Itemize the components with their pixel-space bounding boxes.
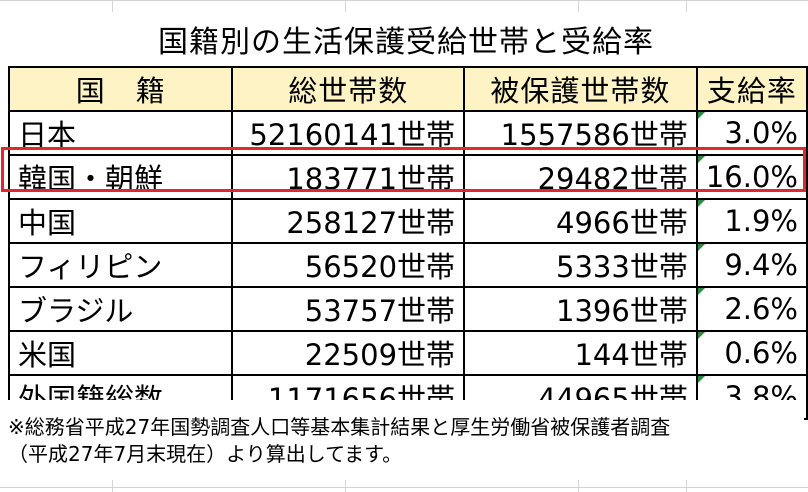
cell-rate[interactable]: 2.6% [695,286,808,332]
error-indicator-icon [698,157,705,163]
header-protected-households[interactable]: 被保護世帯数 [463,66,698,112]
cell-total[interactable]: 56520世帯 [231,242,466,288]
cell-protected[interactable]: 1557586世帯 [463,110,698,156]
cell-rate[interactable]: 0.6% [695,330,808,376]
rate-value: 2.6% [724,292,798,326]
error-indicator-icon [698,289,705,295]
footnote: ※総務省平成27年国勢調査人口等基本集計結果と厚生労働省被保護者調査 （平成27… [8,400,804,480]
cell-total[interactable]: 258127世帯 [231,198,466,244]
cell-total[interactable]: 53757世帯 [231,286,466,332]
cell-protected[interactable]: 1396世帯 [463,286,698,332]
header-nationality[interactable]: 国 籍 [7,66,234,112]
table-row-philippines: フィリピン 56520世帯 5333世帯 9.4% [7,242,808,288]
cell-rate[interactable]: 16.0% [695,154,808,200]
cell-protected[interactable]: 144世帯 [463,330,698,376]
error-indicator-icon [698,333,705,339]
cell-nationality[interactable]: フィリピン [7,242,234,288]
cell-rate[interactable]: 1.9% [695,198,808,244]
rate-value: 3.0% [724,116,798,150]
rate-value: 1.9% [724,204,798,238]
table-row-korea: 韓国・朝鮮 183771世帯 29482世帯 16.0% [7,154,808,200]
error-indicator-icon [698,245,705,251]
table-row-japan: 日本 52160141世帯 1557586世帯 3.0% [7,110,808,156]
cell-protected[interactable]: 29482世帯 [463,154,698,200]
rate-value: 9.4% [724,248,798,282]
error-indicator-icon [698,201,705,207]
footnote-line-2: （平成27年7月末現在）より算出してます。 [8,442,403,466]
cell-nationality[interactable]: 米国 [7,330,234,376]
cell-protected[interactable]: 5333世帯 [463,242,698,288]
error-indicator-icon [698,377,705,383]
table-row-china: 中国 258127世帯 4966世帯 1.9% [7,198,808,244]
table-title: 国籍別の生活保護受給世帯と受給率 [8,12,804,66]
cell-nationality[interactable]: 韓国・朝鮮 [7,154,234,200]
table-row-usa: 米国 22509世帯 144世帯 0.6% [7,330,808,376]
cell-rate[interactable]: 3.0% [695,110,808,156]
nationality-welfare-table: 国 籍 総世帯数 被保護世帯数 支給率 日本 52160141世帯 155758… [7,66,808,420]
cell-rate[interactable]: 9.4% [695,242,808,288]
cell-total[interactable]: 22509世帯 [231,330,466,376]
table-row-brazil: ブラジル 53757世帯 1396世帯 2.6% [7,286,808,332]
cell-nationality[interactable]: ブラジル [7,286,234,332]
cell-total[interactable]: 52160141世帯 [231,110,466,156]
rate-value: 0.6% [724,336,798,370]
cell-nationality[interactable]: 日本 [7,110,234,156]
cell-nationality[interactable]: 中国 [7,198,234,244]
table-header-row: 国 籍 総世帯数 被保護世帯数 支給率 [7,66,808,112]
footnote-line-1: ※総務省平成27年国勢調査人口等基本集計結果と厚生労働省被保護者調査 [8,415,671,439]
cell-total[interactable]: 183771世帯 [231,154,466,200]
error-indicator-icon [698,113,705,119]
header-rate[interactable]: 支給率 [695,66,808,112]
header-total-households[interactable]: 総世帯数 [231,66,466,112]
cell-protected[interactable]: 4966世帯 [463,198,698,244]
rate-value: 16.0% [705,160,798,194]
